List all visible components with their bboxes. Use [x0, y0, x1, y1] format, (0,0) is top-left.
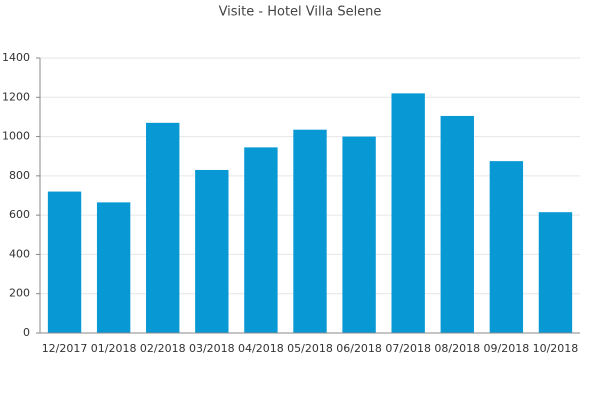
x-tick-label: 12/2017: [42, 342, 88, 355]
y-tick-label: 1400: [2, 51, 30, 64]
y-tick-label: 600: [9, 208, 30, 221]
bar: [391, 93, 425, 333]
y-tick-label: 400: [9, 247, 30, 260]
x-tick-label: 10/2018: [533, 342, 579, 355]
y-tick-label: 1000: [2, 130, 30, 143]
y-tick-label: 200: [9, 287, 30, 300]
x-tick-label: 06/2018: [336, 342, 382, 355]
bar: [489, 161, 524, 333]
bar: [538, 212, 573, 333]
x-tick-label: 04/2018: [238, 342, 284, 355]
bar: [96, 202, 131, 333]
bar: [244, 147, 278, 333]
bar: [440, 115, 474, 333]
y-tick-label: 0: [23, 326, 30, 339]
bar: [47, 191, 82, 333]
x-tick-label: 02/2018: [140, 342, 186, 355]
chart-title: Visite - Hotel Villa Selene: [219, 5, 382, 20]
x-tick-label: 07/2018: [385, 342, 431, 355]
bar: [195, 169, 229, 333]
x-tick-label: 03/2018: [189, 342, 235, 355]
bar: [342, 136, 376, 333]
x-tick-label: 05/2018: [287, 342, 333, 355]
y-tick-label: 1200: [2, 90, 30, 103]
x-tick-label: 09/2018: [484, 342, 530, 355]
bar: [146, 122, 180, 333]
x-tick-label: 08/2018: [434, 342, 480, 355]
y-tick-label: 800: [9, 169, 30, 182]
x-tick-label: 01/2018: [91, 342, 137, 355]
bar: [293, 129, 327, 333]
